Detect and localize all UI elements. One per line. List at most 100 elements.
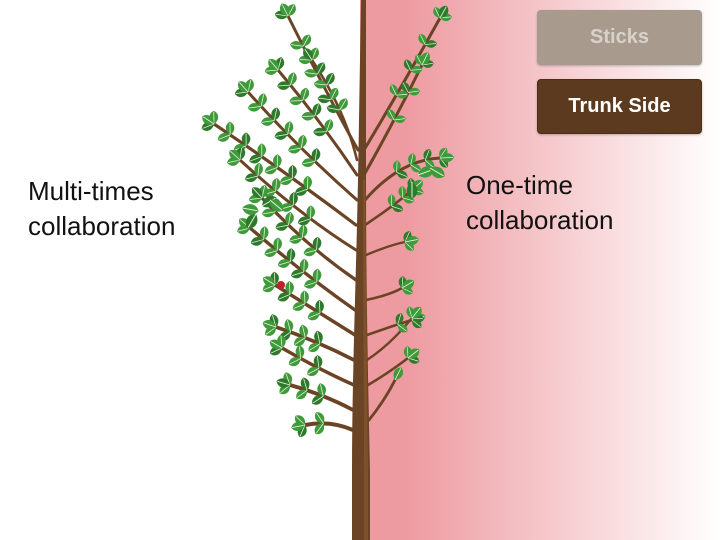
leaf-vein <box>308 312 321 319</box>
leaf-vein <box>405 60 411 71</box>
leaf-icon <box>439 153 454 163</box>
leaf-icon <box>229 149 241 161</box>
leaf-vein <box>218 134 231 140</box>
label-right-line-1: One-time <box>466 170 573 200</box>
leaf-vein <box>424 159 434 168</box>
leaf-vein <box>263 284 276 291</box>
leaf-vein <box>277 57 282 71</box>
leaf-icon <box>314 412 325 424</box>
leaf-icon <box>290 41 304 50</box>
leaf-vein <box>275 134 288 137</box>
leaf-vein <box>276 224 289 228</box>
right-branch <box>364 286 404 302</box>
leaf-icon <box>301 158 316 168</box>
leaf-vein <box>278 261 291 266</box>
leaf-vein <box>285 373 291 386</box>
leaf-icon <box>295 345 305 359</box>
leaf-icon <box>401 81 410 93</box>
leaf-icon <box>299 258 309 273</box>
leaf-vein <box>429 167 444 177</box>
tree-leaves <box>201 3 454 438</box>
leaf-icon <box>389 84 398 96</box>
leaf-icon <box>271 177 281 192</box>
leaf-icon <box>280 3 290 17</box>
leaf-vein <box>280 384 291 394</box>
leaf-vein <box>278 294 291 300</box>
leaf-vein <box>302 88 307 101</box>
leaf-vein <box>407 357 419 362</box>
right-branch <box>367 378 397 422</box>
leaf-vein <box>311 48 317 61</box>
leaf-icon <box>285 281 294 295</box>
leaf-vein <box>202 123 215 129</box>
leaf-icon <box>303 247 317 257</box>
leaf-icon <box>312 268 322 283</box>
leaf-vein <box>316 237 318 251</box>
left-branch <box>273 283 357 337</box>
leaf-vein <box>290 249 292 262</box>
leaf-icon <box>268 59 279 71</box>
leaf-icon <box>241 204 259 215</box>
leaf-vein <box>289 147 302 151</box>
leaf-vein <box>239 82 249 93</box>
left-branch <box>260 196 358 282</box>
leaf-vein <box>439 156 454 159</box>
leaf-icon <box>298 134 307 149</box>
leaf-icon <box>313 80 328 89</box>
leaf-icon <box>301 112 315 121</box>
leaf-icon <box>424 159 435 169</box>
leaf-vein <box>396 93 408 96</box>
leaf-icon <box>420 52 430 66</box>
leaf-vein <box>391 205 403 211</box>
leaf-icon <box>271 107 280 121</box>
leaf-vein <box>275 13 289 17</box>
leaf-vein <box>312 395 324 404</box>
leaf-icon <box>249 154 262 164</box>
leaf-icon <box>317 383 326 397</box>
leaf-icon <box>403 59 412 71</box>
leaf-vein <box>439 157 448 167</box>
leaf-vein <box>290 237 303 242</box>
leaf-vein <box>401 281 414 289</box>
leaf-icon <box>263 276 276 287</box>
leaf-icon <box>241 132 251 146</box>
left-branch <box>303 421 355 432</box>
leaf-icon <box>288 72 297 86</box>
leaf-vein <box>411 307 421 319</box>
leaf-icon <box>316 62 326 75</box>
leaf-icon <box>393 367 403 381</box>
leaf-vein <box>289 358 301 365</box>
leaf-vein <box>303 378 308 391</box>
sticks-button[interactable]: Sticks <box>537 10 702 65</box>
leaf-vein <box>294 337 306 345</box>
leaf-icon <box>291 269 304 279</box>
leaf-vein <box>402 197 414 202</box>
leaf-icon <box>307 366 320 377</box>
leaf-vein <box>261 185 266 199</box>
leaf-icon <box>393 160 401 173</box>
leaf-vein <box>304 281 317 287</box>
leaf-vein <box>276 238 279 251</box>
right-branch <box>362 16 442 152</box>
leaf-icon <box>262 320 277 330</box>
leaf-icon <box>284 319 294 333</box>
leaf-vein <box>421 53 429 66</box>
leaf-icon <box>313 355 323 369</box>
leaf-icon <box>314 423 325 435</box>
leaf-vein <box>235 91 249 94</box>
leaf-vein <box>316 355 320 369</box>
leaf-vein <box>296 390 308 398</box>
leaf-icon <box>288 144 302 154</box>
leaf-icon <box>245 213 258 229</box>
leaf-vein <box>270 341 283 349</box>
leaf-icon <box>280 203 294 212</box>
leaf-icon <box>273 237 282 251</box>
leaf-vein <box>393 118 406 121</box>
leaf-icon <box>280 176 293 186</box>
leaf-vein <box>330 88 337 100</box>
trunk-side-button[interactable]: Trunk Side <box>537 79 702 134</box>
leaf-vein <box>263 277 276 286</box>
leaf-icon <box>326 104 340 113</box>
leaf-icon <box>411 306 422 319</box>
leaf-icon <box>406 182 418 199</box>
